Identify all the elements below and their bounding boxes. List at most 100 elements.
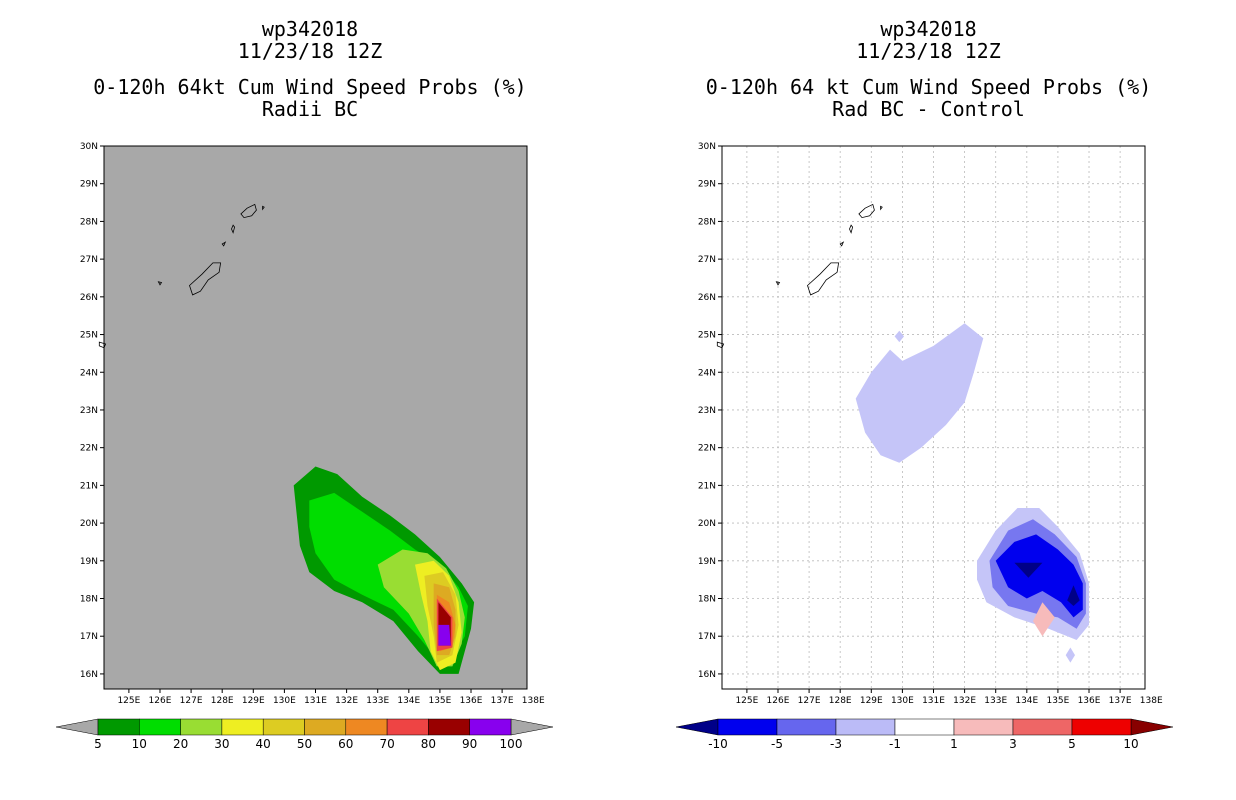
x-tick-label: 138E — [1140, 696, 1163, 706]
land-outline — [807, 262, 840, 296]
y-tick-label: 18N — [80, 595, 98, 605]
y-tick-label: 27N — [80, 255, 98, 265]
y-tick-label: 28N — [80, 217, 98, 227]
x-tick-label: 132E — [335, 696, 358, 706]
colorbar-label: 80 — [421, 737, 436, 751]
x-tick-label: 133E — [984, 696, 1007, 706]
x-tick-label: 131E — [922, 696, 945, 706]
colorbar-swatch — [262, 718, 305, 736]
x-tick-label: 126E — [767, 696, 790, 706]
colorbar-arrow-left — [675, 718, 719, 736]
x-tick-label: 136E — [1078, 696, 1101, 706]
y-tick-label: 24N — [698, 368, 716, 378]
colorbar-label: 10 — [1123, 737, 1138, 751]
colorbar-swatch — [428, 718, 470, 736]
colorbar-swatch — [386, 718, 429, 736]
x-tick-label: 127E — [798, 696, 821, 706]
y-tick-label: 24N — [80, 368, 98, 378]
y-tick-label: 22N — [698, 444, 716, 454]
y-tick-label: 29N — [698, 180, 716, 190]
colorbar-swatch — [97, 718, 140, 736]
right-title-date: 11/23/18 12Z — [856, 39, 1001, 63]
left-probability-map: 125E 126E 127E 128E 129E 130E 131E 132E 133E 134E… — [55, 142, 554, 751]
contour--10 — [1067, 585, 1080, 606]
left-title-storm-id: wp342018 — [261, 17, 359, 41]
right-title-block: wp342018 11/23/18 12Z 0-120h 64 kt Cum W… — [676, 18, 1181, 120]
x-tick-label: 135E — [428, 696, 451, 706]
right-subtitle: Rad BC - Control — [832, 97, 1025, 121]
contour-1-to-3 — [1033, 602, 1055, 637]
colorbar-label: 40 — [256, 737, 271, 751]
x-tick-label: 128E — [211, 696, 234, 706]
y-tick-label: 27N — [698, 255, 716, 265]
land-outline — [189, 262, 222, 296]
contour--10 — [1014, 562, 1043, 578]
colorbar-label: 70 — [379, 737, 394, 751]
contour--10-to-5 — [995, 534, 1083, 618]
contour--3-to-1 — [855, 323, 984, 463]
x-tick-label: 129E — [242, 696, 265, 706]
y-tick-label: 22N — [80, 444, 98, 454]
colorbar-label: 60 — [338, 737, 353, 751]
land-outline — [849, 224, 854, 234]
colorbar-label: 90 — [462, 737, 477, 751]
y-tick-label: 26N — [80, 293, 98, 303]
colorbar-label: 5 — [94, 737, 102, 751]
colorbar-swatch — [345, 718, 388, 736]
land-outline — [221, 241, 227, 247]
y-tick-label: 20N — [80, 519, 98, 529]
x-tick-label: 135E — [1046, 696, 1069, 706]
x-tick-label: 134E — [1015, 696, 1038, 706]
x-tick-label: 132E — [953, 696, 976, 706]
colorbar-swatch — [776, 718, 837, 736]
y-tick-label: 20N — [698, 519, 716, 529]
colorbar-label: -1 — [889, 737, 901, 751]
x-tick-label: 127E — [180, 696, 203, 706]
y-tick-label: 19N — [80, 557, 98, 567]
colorbar-swatch — [953, 718, 1014, 736]
colorbar-arrow-right — [1130, 718, 1174, 736]
y-tick-label: 30N — [698, 142, 716, 152]
y-tick-label: 23N — [80, 406, 98, 416]
colorbar-label: -3 — [830, 737, 842, 751]
x-tick-label: 137E — [1109, 696, 1132, 706]
colorbar-label: 100 — [500, 737, 523, 751]
y-tick-label: 17N — [698, 632, 716, 642]
colorbar-arrow-left — [55, 718, 99, 736]
y-tick-label: 21N — [80, 481, 98, 491]
x-tick-label: 130E — [891, 696, 914, 706]
colorbar-swatch — [835, 718, 896, 736]
colorbar-arrow-right — [510, 718, 554, 736]
land-outline — [231, 224, 236, 234]
right-title-product: 0-120h 64 kt Cum Wind Speed Probs (%) — [705, 75, 1152, 99]
land-outline — [839, 241, 845, 247]
colorbar-swatch — [717, 718, 778, 736]
colorbar-swatch — [304, 718, 347, 736]
contour-90-100 — [438, 624, 451, 646]
right-title-storm-id: wp342018 — [880, 17, 977, 41]
colorbar-label: 50 — [297, 737, 312, 751]
land-outline — [157, 281, 163, 286]
x-tick-label: 125E — [735, 696, 758, 706]
colorbar-label: -5 — [771, 737, 783, 751]
x-tick-label: 129E — [860, 696, 883, 706]
colorbar-swatch — [139, 718, 181, 736]
y-tick-label: 16N — [698, 670, 716, 680]
colorbar-label: 30 — [214, 737, 229, 751]
x-tick-label: 128E — [829, 696, 852, 706]
land-outline — [858, 203, 875, 219]
land-outline — [262, 205, 265, 211]
y-tick-label: 26N — [698, 293, 716, 303]
left-subtitle: Radii BC — [261, 97, 359, 121]
contour--3-to-1 — [894, 330, 904, 343]
y-tick-label: 29N — [80, 180, 98, 190]
y-tick-label: 28N — [698, 217, 716, 227]
colorbar-label: 20 — [173, 737, 188, 751]
right-difference-map: 125E 126E 127E 128E 129E 130E 131E 132E 133E 134E… — [675, 142, 1174, 751]
x-tick-label: 125E — [117, 696, 140, 706]
colorbar-label: 3 — [1009, 737, 1017, 751]
x-tick-label: 126E — [149, 696, 172, 706]
land-outline — [880, 205, 883, 211]
colorbar-swatch — [180, 718, 223, 736]
x-tick-label: 137E — [491, 696, 514, 706]
